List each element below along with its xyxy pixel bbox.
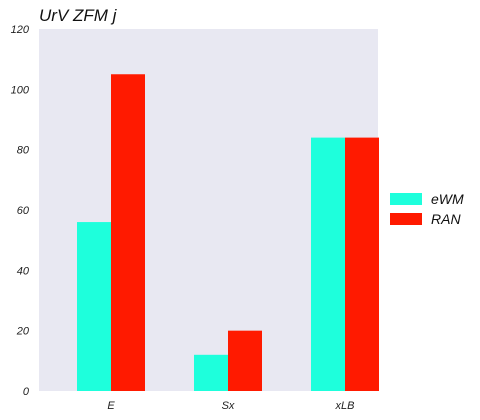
y-tick-label: 40 [17, 265, 30, 277]
bar-RAN-xLB [345, 137, 379, 391]
x-axis-ticks: E Sx xLB [107, 400, 354, 412]
x-tick-label: Sx [222, 400, 235, 412]
bars-layer [77, 74, 379, 391]
y-tick-label: 60 [17, 205, 30, 217]
legend-item-RAN: RAN [390, 211, 461, 227]
legend-label: RAN [431, 211, 461, 227]
bar-eWM-xLB [311, 137, 345, 391]
bar-eWM-E [77, 222, 111, 391]
bar-RAN-E [111, 74, 145, 391]
legend-item-eWM: eWM [390, 191, 464, 207]
y-tick-label: 120 [11, 24, 30, 36]
legend-label: eWM [431, 191, 464, 207]
bar-RAN-Sx [228, 330, 262, 391]
x-tick-label: E [107, 400, 115, 412]
legend: eWM RAN [390, 191, 464, 227]
y-tick-label: 0 [23, 386, 30, 398]
legend-swatch [390, 213, 422, 225]
x-tick-label: xLB [335, 400, 355, 412]
chart-title: UrV ZFM j [39, 6, 118, 25]
bar-eWM-Sx [194, 354, 228, 391]
y-tick-label: 100 [11, 84, 30, 96]
legend-swatch [390, 193, 422, 205]
y-tick-label: 20 [16, 326, 30, 338]
y-axis-ticks: 0 20 40 60 80 100 120 [11, 24, 30, 398]
y-tick-label: 80 [17, 145, 30, 157]
